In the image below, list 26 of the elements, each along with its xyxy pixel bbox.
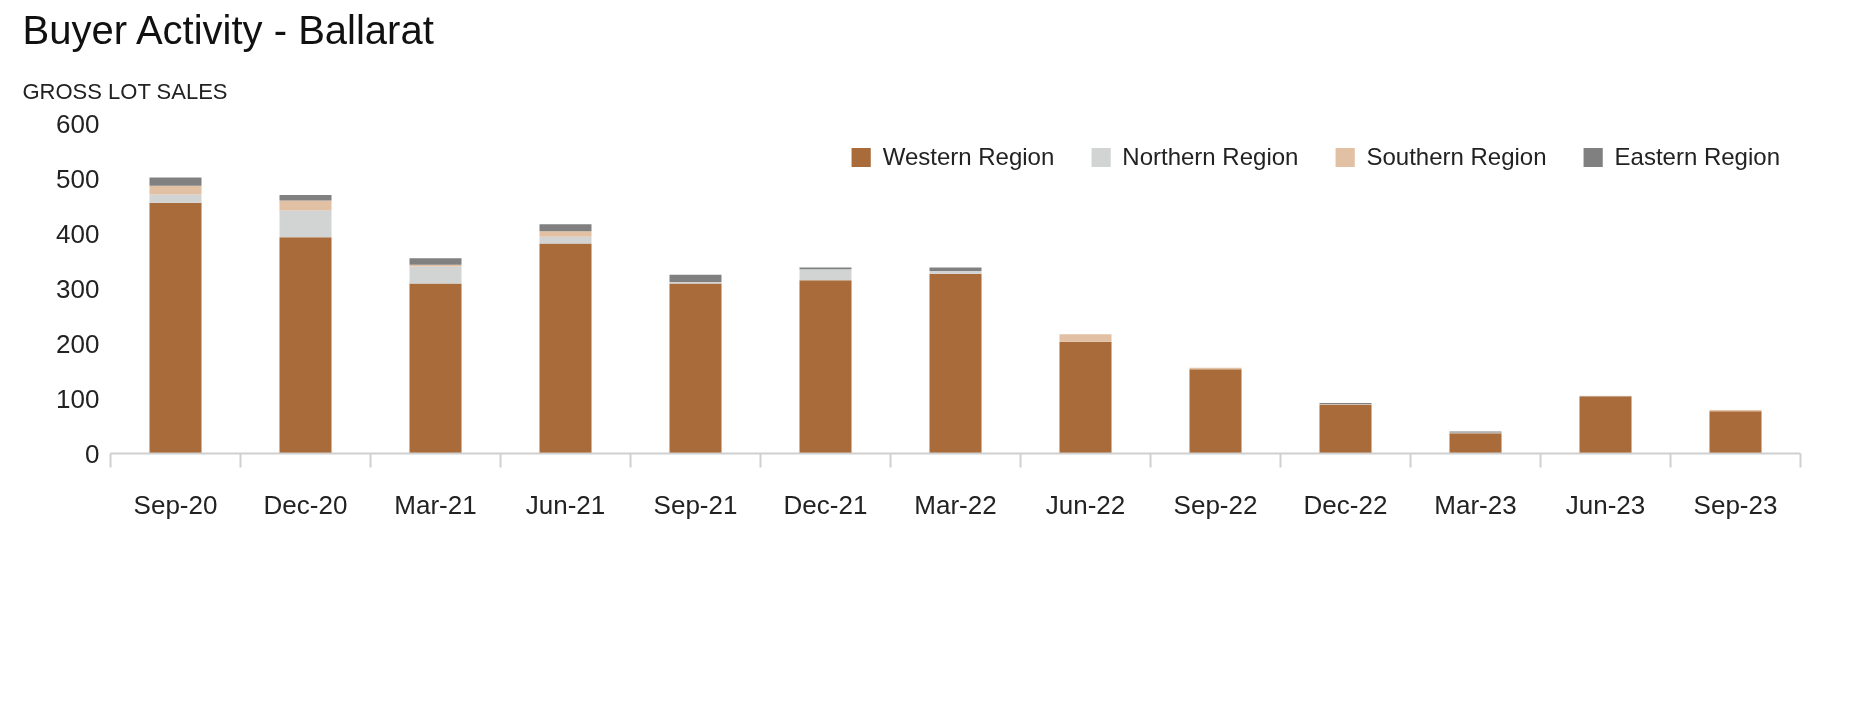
y-tick-label: 100 [56, 383, 100, 414]
legend-label: Southern Region [1366, 143, 1547, 171]
x-tick-label: Jun-23 [1565, 489, 1646, 520]
x-tick-label: Sep-20 [133, 489, 218, 520]
x-tick-label: Jun-22 [1045, 489, 1126, 520]
legend-label: Western Region [882, 143, 1055, 171]
x-tick-label: Mar-23 [1434, 489, 1517, 520]
y-tick-label: 300 [56, 273, 100, 304]
x-tick-label: Dec-22 [1303, 489, 1388, 520]
x-tick-label: Sep-22 [1173, 489, 1258, 520]
y-tick-label: 500 [56, 163, 100, 194]
y-axis-title: GROSS LOT SALES [22, 78, 228, 104]
x-tick-label: Mar-21 [394, 489, 477, 520]
y-tick-label: 0 [85, 438, 100, 469]
x-tick-label: Mar-22 [914, 489, 997, 520]
y-tick-label: 600 [56, 108, 100, 139]
x-tick-label: Sep-23 [1693, 489, 1778, 520]
legend-label: Eastern Region [1614, 143, 1780, 171]
chart-title: Buyer Activity - Ballarat [22, 7, 434, 52]
x-tick-label: Sep-21 [653, 489, 738, 520]
y-tick-label: 400 [56, 218, 100, 249]
x-tick-label: Dec-20 [263, 489, 348, 520]
x-tick-label: Dec-21 [783, 489, 868, 520]
x-tick-label: Jun-21 [525, 489, 606, 520]
legend-label: Northern Region [1122, 143, 1299, 171]
y-tick-label: 200 [56, 328, 100, 359]
